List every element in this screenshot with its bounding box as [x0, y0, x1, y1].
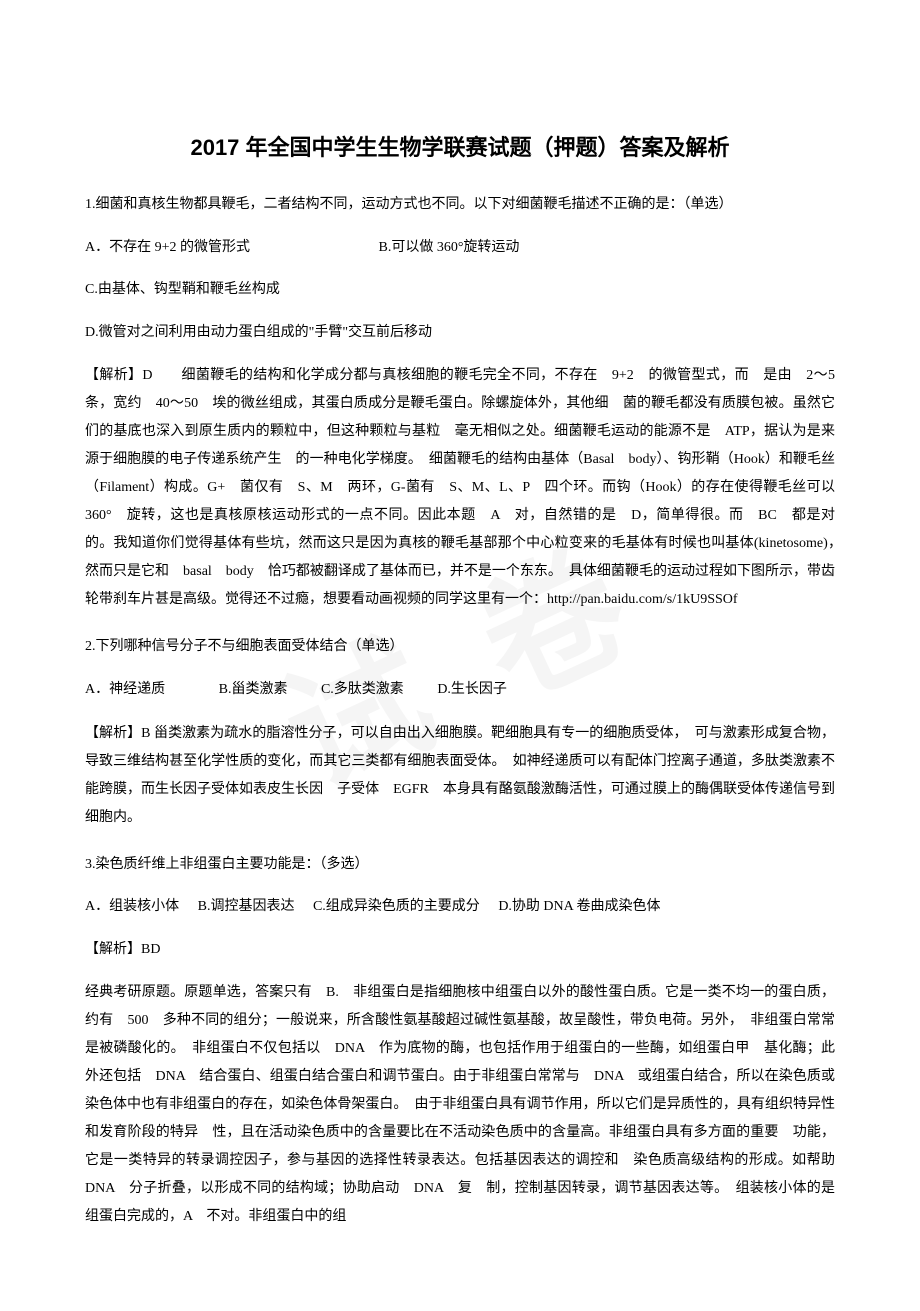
q2-option-b: B.甾类激素	[219, 677, 288, 704]
q1-option-d: D.微管对之间利用由动力蛋白组成的"手臂"交互前后移动	[85, 320, 835, 347]
q3-option-c: C.组成异染色质的主要成分	[313, 894, 480, 921]
q3-options: A．组装核小体 B.调控基因表达 C.组成异染色质的主要成分 D.协助 DNA …	[85, 894, 835, 921]
q3-option-a: A．组装核小体	[85, 894, 179, 921]
q1-explanation: 【解析】D 细菌鞭毛的结构和化学成分都与真核细胞的鞭毛完全不同，不存在 9+2 …	[85, 362, 835, 614]
q3-option-d: D.协助 DNA 卷曲成染色体	[498, 894, 660, 921]
q3-explanation-label: 【解析】BD	[85, 937, 835, 964]
document-content: 2017 年全国中学生生物学联赛试题（押题）答案及解析 1.细菌和真核生物都具鞭…	[85, 130, 835, 1231]
q2-option-a: A．神经递质	[85, 677, 165, 704]
q3-explanation: 经典考研原题。原题单选，答案只有 B. 非组蛋白是指细胞核中组蛋白以外的酸性蛋白…	[85, 979, 835, 1231]
q1-stem: 1.细菌和真核生物都具鞭毛，二者结构不同，运动方式也不同。以下对细菌鞭毛描述不正…	[85, 192, 835, 219]
q2-option-d: D.生长因子	[437, 677, 507, 704]
page-title: 2017 年全国中学生生物学联赛试题（押题）答案及解析	[85, 130, 835, 162]
q1-options-ab: A．不存在 9+2 的微管形式 B.可以做 360°旋转运动	[85, 235, 835, 262]
q2-explanation: 【解析】B 甾类激素为疏水的脂溶性分子，可以自由出入细胞膜。靶细胞具有专一的细胞…	[85, 720, 835, 832]
q2-stem: 2.下列哪种信号分子不与细胞表面受体结合（单选）	[85, 634, 835, 661]
q1-option-c: C.由基体、钩型鞘和鞭毛丝构成	[85, 277, 835, 304]
q1-option-a: A．不存在 9+2 的微管形式	[85, 235, 375, 262]
q2-option-c: C.多肽类激素	[321, 677, 404, 704]
q2-options: A．神经递质 B.甾类激素 C.多肽类激素 D.生长因子	[85, 677, 835, 704]
q1-option-b: B.可以做 360°旋转运动	[379, 240, 520, 255]
q3-option-b: B.调控基因表达	[198, 894, 295, 921]
q3-stem: 3.染色质纤维上非组蛋白主要功能是：（多选）	[85, 852, 835, 879]
